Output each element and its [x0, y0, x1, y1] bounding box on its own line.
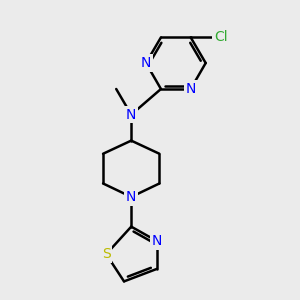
Text: N: N	[152, 234, 162, 248]
Text: N: N	[141, 56, 151, 70]
Text: N: N	[126, 190, 136, 204]
Text: N: N	[185, 82, 196, 96]
Text: S: S	[102, 247, 111, 261]
Text: N: N	[126, 108, 136, 122]
Text: Cl: Cl	[214, 30, 227, 44]
